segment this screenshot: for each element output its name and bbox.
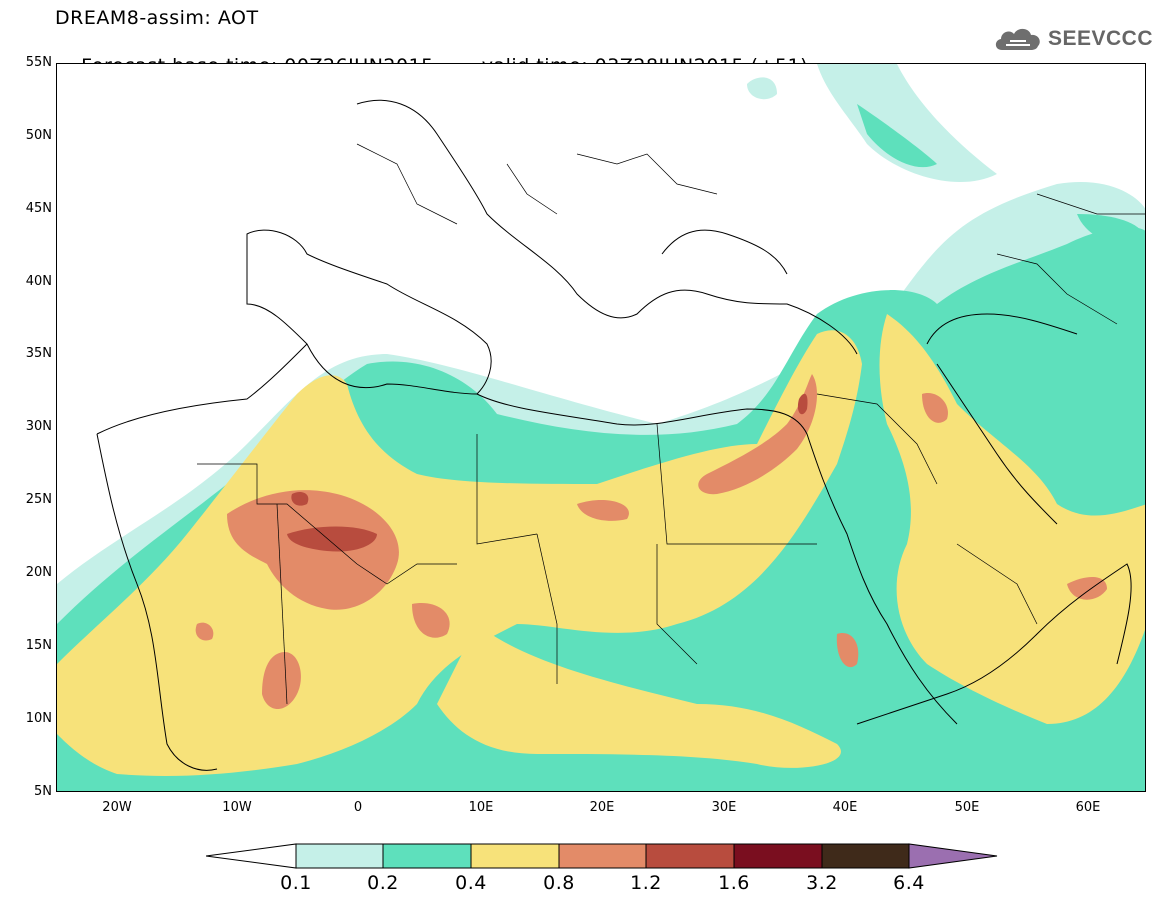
coastlines [96, 99, 1132, 771]
legend-under-arrow [206, 843, 297, 869]
color-legend [206, 843, 998, 869]
lat-label-55n: 55N [25, 55, 52, 70]
lat-label-20n: 20N [25, 565, 52, 580]
lat-label-25n: 25N [25, 492, 52, 507]
aot-field [57, 64, 1145, 791]
lat-label-45n: 45N [25, 201, 52, 216]
lon-label-50e: 50E [954, 800, 980, 815]
legend-swatch-1.6 [733, 843, 823, 869]
lon-label-60e: 60E [1075, 800, 1101, 815]
cloud-icon [995, 28, 1040, 50]
lat-label-35n: 35N [25, 346, 52, 361]
lon-label-40e: 40E [832, 800, 858, 815]
aot-band-1.2 [287, 393, 808, 552]
logo-text: SEEVCCC [1047, 27, 1153, 50]
lon-label-20w: 20W [102, 800, 132, 815]
lat-label-40n: 40N [25, 274, 52, 289]
map-panel [56, 63, 1146, 792]
legend-value-0.4: 0.4 [455, 872, 487, 894]
lon-label-10e: 10E [468, 800, 494, 815]
legend-swatch-1.2 [645, 843, 735, 869]
lat-label-5n: 5N [34, 784, 52, 799]
legend-value-1.6: 1.6 [718, 872, 750, 894]
legend-value-0.2: 0.2 [367, 872, 399, 894]
lat-label-30n: 30N [25, 419, 52, 434]
legend-over-arrow [908, 843, 998, 869]
lon-label-10w: 10W [222, 800, 252, 815]
legend-value-3.2: 3.2 [806, 872, 838, 894]
lat-label-15n: 15N [25, 638, 52, 653]
legend-swatch-3.2 [821, 843, 910, 869]
lon-label-0: 0 [353, 800, 363, 815]
legend-value-1.2: 1.2 [630, 872, 662, 894]
legend-value-0.8: 0.8 [543, 872, 575, 894]
lon-label-20e: 20E [589, 800, 615, 815]
product-title: DREAM8-assim: AOT [55, 7, 259, 29]
legend-value-0.1: 0.1 [280, 872, 312, 894]
legend-swatch-0.8 [558, 843, 647, 869]
lon-label-30e: 30E [711, 800, 737, 815]
lat-label-50n: 50N [25, 128, 52, 143]
aot-band-0.8 [195, 374, 1107, 709]
legend-value-6.4: 6.4 [893, 872, 925, 894]
country-borders [197, 143, 1145, 705]
seevccc-logo: SEEVCCC [992, 24, 1153, 54]
legend-swatch-0.2 [382, 843, 472, 869]
legend-swatch-0.4 [470, 843, 560, 869]
lat-label-10n: 10N [25, 711, 52, 726]
legend-swatch-0.1 [295, 843, 384, 869]
